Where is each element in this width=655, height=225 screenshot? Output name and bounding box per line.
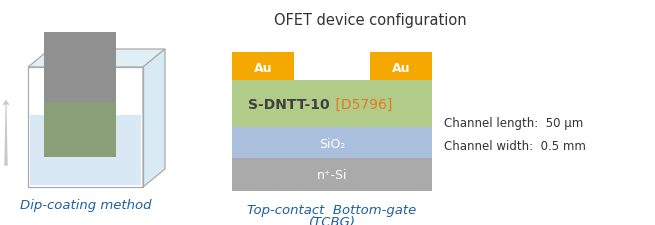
Text: Channel length:  50 μm: Channel length: 50 μm <box>444 117 583 130</box>
Text: n⁺-Si: n⁺-Si <box>317 168 347 181</box>
Text: Dip-coating method: Dip-coating method <box>20 198 151 211</box>
Polygon shape <box>143 50 165 187</box>
Text: Au: Au <box>253 61 272 74</box>
FancyBboxPatch shape <box>30 116 141 185</box>
FancyBboxPatch shape <box>232 81 432 128</box>
Text: OFET device configuration: OFET device configuration <box>274 13 466 28</box>
Text: Au: Au <box>392 61 410 74</box>
Polygon shape <box>28 50 165 68</box>
FancyBboxPatch shape <box>44 103 116 157</box>
Text: [D5796]: [D5796] <box>331 98 392 112</box>
FancyBboxPatch shape <box>232 53 294 83</box>
Text: (TCBG): (TCBG) <box>309 215 356 225</box>
FancyBboxPatch shape <box>370 53 432 83</box>
Text: S-DNTT-10: S-DNTT-10 <box>248 98 330 112</box>
Text: SiO₂: SiO₂ <box>319 137 345 150</box>
FancyBboxPatch shape <box>44 33 116 113</box>
Text: Top-contact  Bottom-gate: Top-contact Bottom-gate <box>248 203 417 216</box>
Text: Channel width:  0.5 mm: Channel width: 0.5 mm <box>444 139 586 152</box>
FancyBboxPatch shape <box>232 127 432 159</box>
FancyBboxPatch shape <box>232 158 432 191</box>
